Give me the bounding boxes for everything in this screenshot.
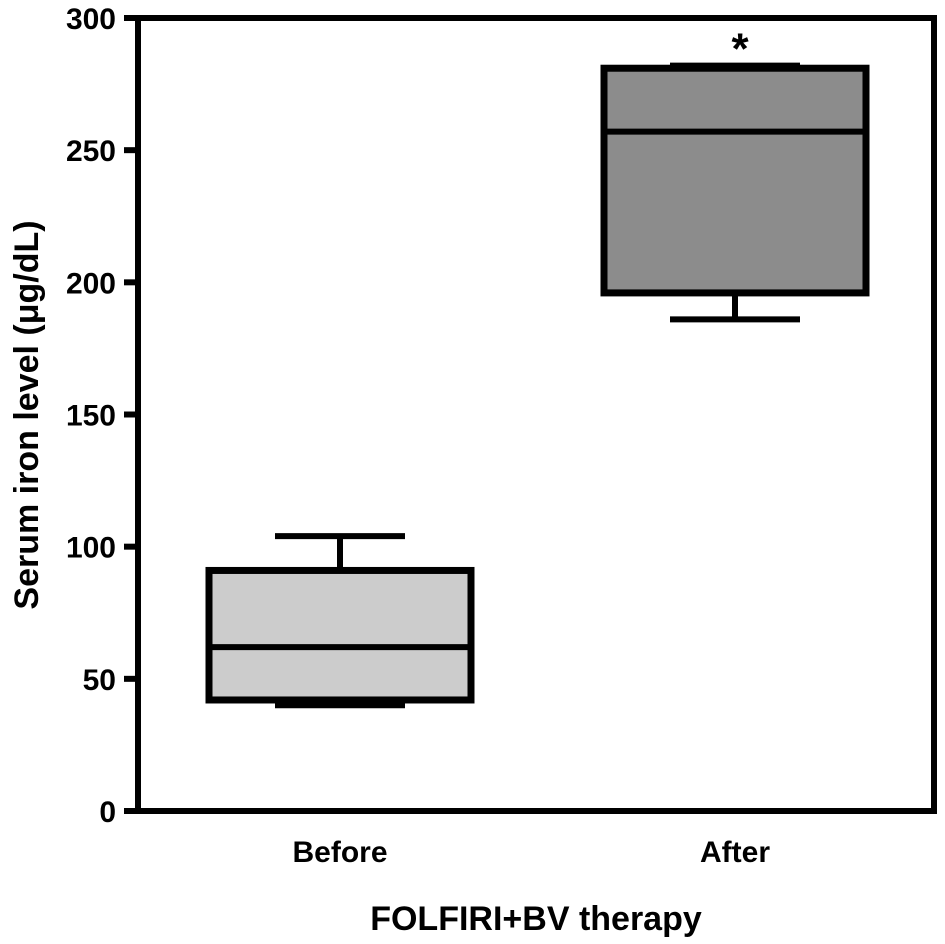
y-tick-label: 300 — [66, 3, 116, 36]
box-after — [600, 62, 870, 323]
x-tick-label-after: After — [700, 836, 770, 869]
box-iqr — [600, 64, 870, 297]
y-tick-label: 0 — [99, 796, 116, 829]
y-tick-label: 100 — [66, 532, 116, 565]
y-axis: 0 50 100 150 200 250 300 — [66, 3, 138, 829]
box-iqr — [205, 566, 475, 704]
y-axis-title: Serum iron level (μg/dL) — [8, 220, 46, 609]
boxes-layer: * — [205, 25, 870, 709]
x-tick-label-before: Before — [292, 836, 387, 869]
x-axis: Before After — [292, 836, 770, 869]
y-tick-label: 250 — [66, 135, 116, 168]
y-tick-label: 50 — [83, 664, 116, 697]
significance-marker: * — [731, 25, 749, 74]
x-axis-title: FOLFIRI+BV therapy — [370, 900, 702, 938]
y-tick-label: 150 — [66, 400, 116, 433]
y-tick-label: 200 — [66, 267, 116, 300]
box-before — [205, 533, 475, 709]
